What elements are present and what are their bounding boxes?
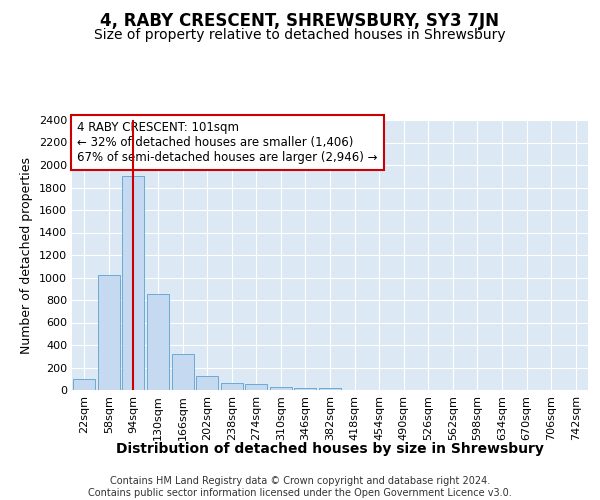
Bar — [73, 379, 95, 390]
Bar — [196, 376, 218, 390]
Y-axis label: Number of detached properties: Number of detached properties — [20, 156, 34, 354]
Text: Contains HM Land Registry data © Crown copyright and database right 2024.
Contai: Contains HM Land Registry data © Crown c… — [88, 476, 512, 498]
Bar — [98, 275, 120, 390]
Bar — [319, 388, 341, 390]
Text: 4, RABY CRESCENT, SHREWSBURY, SY3 7JN: 4, RABY CRESCENT, SHREWSBURY, SY3 7JN — [101, 12, 499, 30]
Text: 4 RABY CRESCENT: 101sqm
← 32% of detached houses are smaller (1,406)
67% of semi: 4 RABY CRESCENT: 101sqm ← 32% of detache… — [77, 122, 377, 164]
Text: Distribution of detached houses by size in Shrewsbury: Distribution of detached houses by size … — [116, 442, 544, 456]
Bar — [270, 386, 292, 390]
Bar — [172, 354, 194, 390]
Bar — [147, 294, 169, 390]
Bar — [221, 383, 243, 390]
Bar — [122, 176, 145, 390]
Bar — [295, 388, 316, 390]
Bar — [245, 384, 268, 390]
Text: Size of property relative to detached houses in Shrewsbury: Size of property relative to detached ho… — [94, 28, 506, 42]
